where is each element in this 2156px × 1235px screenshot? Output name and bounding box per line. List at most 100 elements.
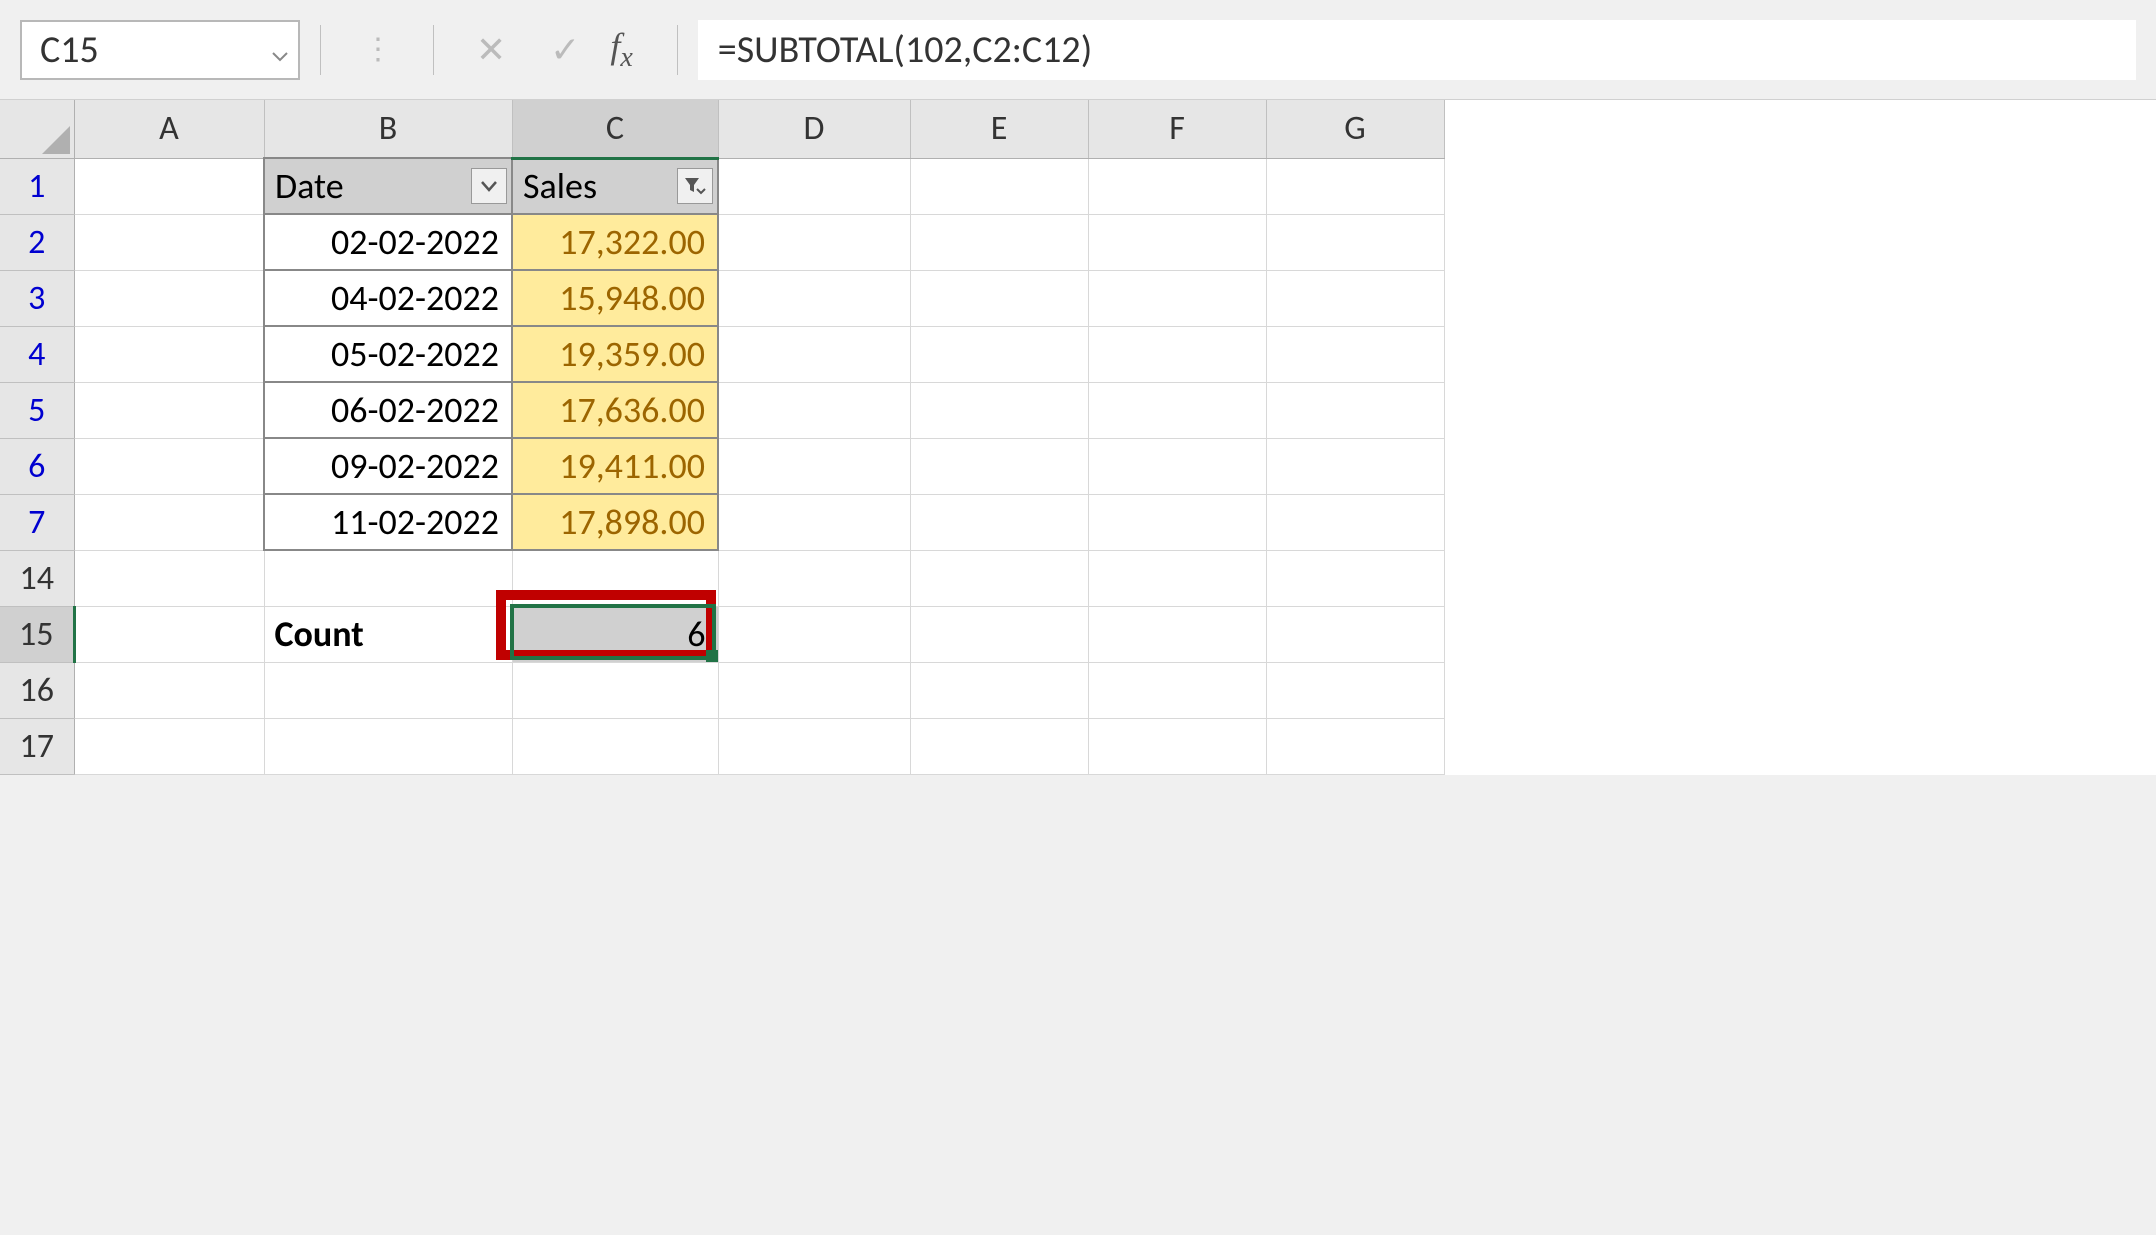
table-header-date[interactable]: Date — [264, 158, 512, 214]
cell-a4[interactable] — [74, 326, 264, 382]
cell-f6[interactable] — [1088, 438, 1266, 494]
sales-cell[interactable]: 17,636.00 — [512, 382, 718, 438]
table-header-sales[interactable]: Sales — [512, 158, 718, 214]
cell-d6[interactable] — [718, 438, 910, 494]
cell-b14[interactable] — [264, 550, 512, 606]
date-cell[interactable]: 02-02-2022 — [264, 214, 512, 270]
cell-d15[interactable] — [718, 606, 910, 662]
cell-g2[interactable] — [1266, 214, 1444, 270]
cell-c16[interactable] — [512, 662, 718, 718]
filter-dropdown-icon[interactable] — [471, 168, 507, 204]
cell-f3[interactable] — [1088, 270, 1266, 326]
cell-d4[interactable] — [718, 326, 910, 382]
cell-a7[interactable] — [74, 494, 264, 550]
col-header-d[interactable]: D — [718, 100, 910, 158]
cell-a17[interactable] — [74, 718, 264, 774]
cell-d14[interactable] — [718, 550, 910, 606]
cell-e17[interactable] — [910, 718, 1088, 774]
count-value-cell[interactable]: 6 — [512, 606, 718, 662]
col-header-f[interactable]: F — [1088, 100, 1266, 158]
cell-d7[interactable] — [718, 494, 910, 550]
cell-g14[interactable] — [1266, 550, 1444, 606]
date-cell[interactable]: 05-02-2022 — [264, 326, 512, 382]
cell-f17[interactable] — [1088, 718, 1266, 774]
cell-e4[interactable] — [910, 326, 1088, 382]
row-header-7[interactable]: 7 — [0, 494, 74, 550]
cell-e14[interactable] — [910, 550, 1088, 606]
formula-input[interactable]: =SUBTOTAL(102,C2:C12) — [698, 20, 2136, 80]
col-header-b[interactable]: B — [264, 100, 512, 158]
sales-cell[interactable]: 17,898.00 — [512, 494, 718, 550]
col-header-a[interactable]: A — [74, 100, 264, 158]
cell-f2[interactable] — [1088, 214, 1266, 270]
select-all-corner[interactable] — [0, 100, 74, 158]
cell-a16[interactable] — [74, 662, 264, 718]
cell-g1[interactable] — [1266, 158, 1444, 214]
cell-d2[interactable] — [718, 214, 910, 270]
cell-d17[interactable] — [718, 718, 910, 774]
row-header-3[interactable]: 3 — [0, 270, 74, 326]
row-header-17[interactable]: 17 — [0, 718, 74, 774]
cell-e5[interactable] — [910, 382, 1088, 438]
row-header-16[interactable]: 16 — [0, 662, 74, 718]
cell-d1[interactable] — [718, 158, 910, 214]
cell-e6[interactable] — [910, 438, 1088, 494]
cell-f1[interactable] — [1088, 158, 1266, 214]
count-label[interactable]: Count — [264, 606, 512, 662]
cell-e7[interactable] — [910, 494, 1088, 550]
sales-cell[interactable]: 19,411.00 — [512, 438, 718, 494]
cell-f16[interactable] — [1088, 662, 1266, 718]
col-header-g[interactable]: G — [1266, 100, 1444, 158]
cell-g5[interactable] — [1266, 382, 1444, 438]
cell-d3[interactable] — [718, 270, 910, 326]
row-header-6[interactable]: 6 — [0, 438, 74, 494]
spreadsheet-grid[interactable]: A B C D E F G 1 DateSales 2 02-02-202217,32… — [0, 100, 2156, 775]
cell-e2[interactable] — [910, 214, 1088, 270]
cell-e15[interactable] — [910, 606, 1088, 662]
cell-c17[interactable] — [512, 718, 718, 774]
cell-e1[interactable] — [910, 158, 1088, 214]
cell-f14[interactable] — [1088, 550, 1266, 606]
date-cell[interactable]: 11-02-2022 — [264, 494, 512, 550]
cell-g16[interactable] — [1266, 662, 1444, 718]
cell-a15[interactable] — [74, 606, 264, 662]
row-header-1[interactable]: 1 — [0, 158, 74, 214]
cell-f7[interactable] — [1088, 494, 1266, 550]
cell-a5[interactable] — [74, 382, 264, 438]
date-cell[interactable]: 04-02-2022 — [264, 270, 512, 326]
sales-cell[interactable]: 17,322.00 — [512, 214, 718, 270]
cell-d5[interactable] — [718, 382, 910, 438]
cell-f15[interactable] — [1088, 606, 1266, 662]
cell-g6[interactable] — [1266, 438, 1444, 494]
row-header-2[interactable]: 2 — [0, 214, 74, 270]
col-header-c[interactable]: C — [512, 100, 718, 158]
col-header-e[interactable]: E — [910, 100, 1088, 158]
cell-g17[interactable] — [1266, 718, 1444, 774]
row-header-5[interactable]: 5 — [0, 382, 74, 438]
cell-f5[interactable] — [1088, 382, 1266, 438]
sales-cell[interactable]: 15,948.00 — [512, 270, 718, 326]
cell-a2[interactable] — [74, 214, 264, 270]
cell-a6[interactable] — [74, 438, 264, 494]
fx-icon[interactable]: fx — [610, 25, 632, 74]
cell-e16[interactable] — [910, 662, 1088, 718]
row-header-14[interactable]: 14 — [0, 550, 74, 606]
cell-a1[interactable] — [74, 158, 264, 214]
name-box-dropdown-icon[interactable] — [272, 27, 288, 73]
cell-b17[interactable] — [264, 718, 512, 774]
cell-g7[interactable] — [1266, 494, 1444, 550]
cell-f4[interactable] — [1088, 326, 1266, 382]
cell-b16[interactable] — [264, 662, 512, 718]
cell-c14[interactable] — [512, 550, 718, 606]
date-cell[interactable]: 06-02-2022 — [264, 382, 512, 438]
cell-g15[interactable] — [1266, 606, 1444, 662]
cell-g3[interactable] — [1266, 270, 1444, 326]
cell-g4[interactable] — [1266, 326, 1444, 382]
row-header-15[interactable]: 15 — [0, 606, 74, 662]
name-box[interactable]: C15 — [20, 20, 300, 80]
cell-d16[interactable] — [718, 662, 910, 718]
cell-e3[interactable] — [910, 270, 1088, 326]
row-header-4[interactable]: 4 — [0, 326, 74, 382]
sales-cell[interactable]: 19,359.00 — [512, 326, 718, 382]
date-cell[interactable]: 09-02-2022 — [264, 438, 512, 494]
